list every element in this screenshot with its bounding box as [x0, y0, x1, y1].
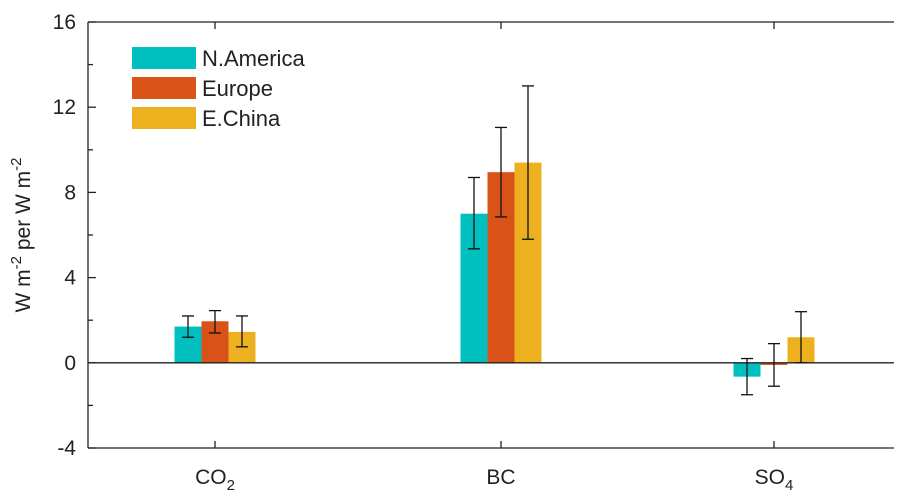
- y-axis-label: W m-2 per W m-2: [8, 157, 35, 312]
- y-tick-label: 8: [64, 181, 76, 204]
- x-tick-label: BC: [486, 466, 515, 489]
- y-tick-label: 12: [53, 96, 76, 119]
- y-tick-label: -4: [57, 437, 76, 460]
- y-tick-label: 0: [64, 352, 76, 375]
- legend-label: N.America: [202, 46, 305, 71]
- legend-swatch: [132, 77, 196, 99]
- y-tick-label: 4: [64, 267, 76, 290]
- x-tick-label: SO4: [755, 466, 794, 493]
- legend-label: E.China: [202, 106, 281, 131]
- legend-swatch: [132, 107, 196, 129]
- plot-area: -4 0 4 8 12 16 CO2 BC SO4: [53, 11, 894, 494]
- x-tick-label: CO2: [195, 466, 235, 493]
- legend-label: Europe: [202, 76, 273, 101]
- y-tick-label: 16: [53, 11, 76, 34]
- legend: N.America Europe E.China: [132, 46, 305, 131]
- legend-swatch: [132, 47, 196, 69]
